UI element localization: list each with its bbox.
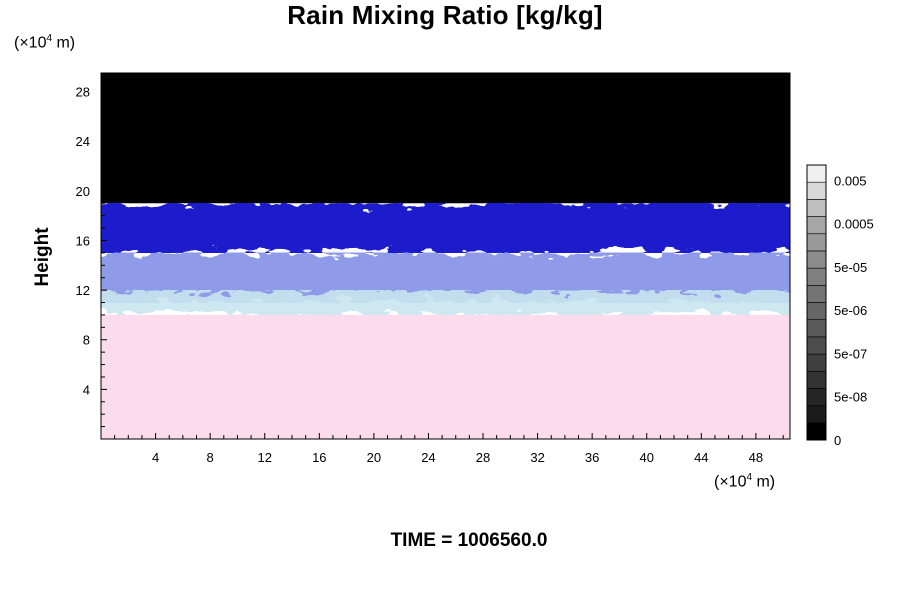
colorbar-level (806, 302, 827, 320)
colorbar-label: 5e-07 (834, 346, 867, 361)
x-tick-label: 12 (257, 450, 271, 465)
y-tick-label: 8 (83, 333, 90, 348)
x-tick-label: 4 (152, 450, 159, 465)
y-tick-label: 28 (76, 85, 90, 100)
x-tick-label: 28 (476, 450, 490, 465)
colorbar-level (806, 285, 827, 303)
y-axis-unit: (×104 m) (14, 33, 75, 52)
field-clear-air (101, 73, 790, 204)
y-tick-label: 12 (76, 283, 90, 298)
time-label: TIME = 1006560.0 (390, 530, 548, 551)
colorbar-level (806, 422, 827, 441)
x-axis: 4 8 12 16 20 24 28 32 36 40 44 48 (114, 433, 784, 465)
colorbar-level (806, 164, 827, 183)
colorbar-level (806, 336, 827, 355)
colorbar-label: 0.005 (834, 173, 867, 188)
colorbar-level (806, 370, 827, 389)
colorbar-label: 0 (834, 433, 841, 448)
x-unit-prefix: (×10 (714, 473, 747, 491)
colorbar-level (806, 216, 827, 235)
plot-frame (100, 72, 791, 440)
field-lower-cloud (101, 290, 790, 315)
y-unit-exponent: 4 (46, 33, 53, 44)
y-tick-label: 16 (76, 233, 90, 248)
colorbar-frame (806, 164, 827, 441)
x-tick-label: 20 (367, 450, 381, 465)
colorbar-level (806, 319, 827, 338)
x-tick-label: 8 (207, 450, 214, 465)
x-unit-suffix: m) (752, 473, 776, 491)
y-axis: 4 8 12 16 20 24 28 (76, 78, 107, 428)
colorbar-label: 5e-06 (834, 303, 867, 318)
colorbar-label: 5e-08 (834, 390, 867, 405)
colorbar-label: 0.0005 (834, 217, 874, 232)
colorbar: 0.005 0.0005 5e-05 5e-06 5e-07 5e-08 0 (806, 164, 874, 448)
x-tick-label: 36 (585, 450, 599, 465)
colorbar-level (806, 233, 827, 252)
colorbar-level (806, 267, 827, 286)
colorbar-label: 5e-05 (834, 260, 867, 275)
x-tick-label: 44 (694, 450, 708, 465)
chart-title: Rain Mixing Ratio [kg/kg] (287, 0, 603, 30)
x-tick-label: 24 (421, 450, 435, 465)
colorbar-level (806, 250, 827, 269)
y-tick-label: 20 (76, 184, 90, 199)
field-surface-layer (101, 314, 790, 439)
plot-area (101, 73, 790, 439)
x-tick-label: 40 (640, 450, 654, 465)
x-tick-label: 16 (312, 450, 326, 465)
y-unit-prefix: (×10 (14, 34, 47, 52)
x-tick-label: 48 (749, 450, 763, 465)
colorbar-level (806, 181, 827, 200)
x-tick-label: 32 (530, 450, 544, 465)
y-tick-label: 24 (76, 134, 90, 149)
field-upper-cloud (101, 203, 790, 253)
colorbar-level (806, 199, 827, 217)
colorbar-level (806, 405, 827, 424)
colorbar-level (806, 388, 827, 406)
x-axis-unit: (×104 m) (714, 472, 775, 491)
x-unit-exponent: 4 (746, 472, 753, 483)
colorbar-level (806, 353, 827, 372)
y-unit-suffix: m) (52, 34, 76, 52)
y-tick-label: 4 (83, 382, 90, 397)
